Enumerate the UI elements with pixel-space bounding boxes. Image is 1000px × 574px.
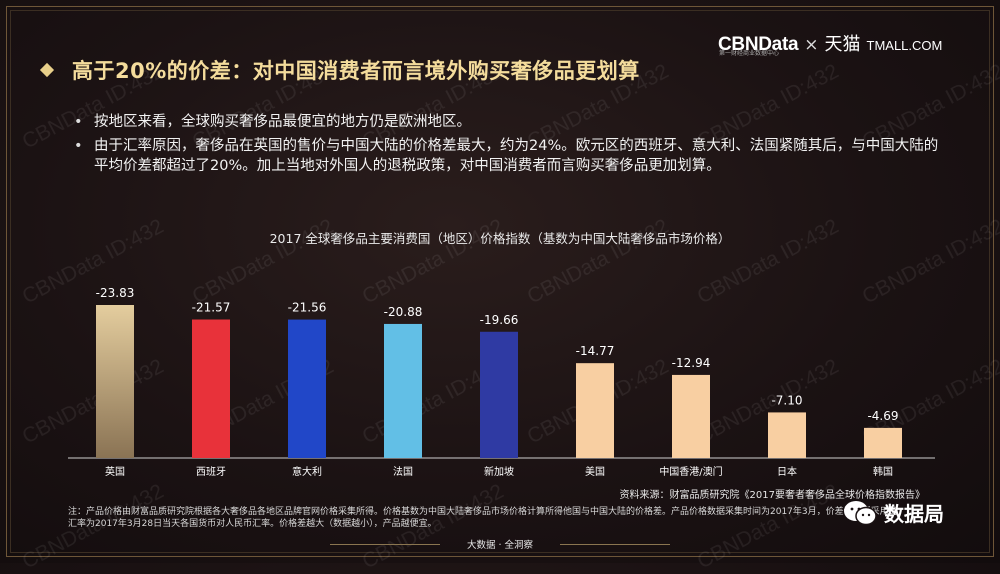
bar-新加坡 bbox=[480, 331, 518, 458]
bar-法国 bbox=[384, 323, 422, 458]
data-label: -21.57 bbox=[192, 301, 231, 315]
bar-韩国 bbox=[864, 427, 902, 458]
data-label: -12.94 bbox=[672, 356, 711, 370]
bullet-item: 按地区来看，全球购买奢侈品最便宜的地方仍是欧洲地区。 bbox=[74, 112, 944, 132]
data-label: -20.88 bbox=[384, 305, 423, 319]
data-label: -14.77 bbox=[576, 344, 615, 358]
title-row: 高于20%的价差：对中国消费者而言境外购买奢侈品更划算 bbox=[39, 55, 640, 85]
category-label: 中国香港/澳门 bbox=[659, 465, 722, 478]
footer-divider-left bbox=[330, 544, 440, 545]
footer-divider-right bbox=[560, 544, 670, 545]
data-label: -7.10 bbox=[771, 393, 802, 407]
bar-美国 bbox=[576, 363, 614, 458]
category-label: 法国 bbox=[393, 465, 413, 478]
page-title: 高于20%的价差：对中国消费者而言境外购买奢侈品更划算 bbox=[72, 59, 640, 83]
tmall-com-text: TMALL.COM bbox=[866, 38, 943, 53]
bar-日本 bbox=[768, 412, 806, 458]
footer-tagline: 大数据 · 全洞察 bbox=[466, 540, 534, 551]
category-label: 西班牙 bbox=[196, 466, 226, 478]
brand-logo: CBNData × 天猫 TMALL.COM bbox=[718, 30, 942, 56]
brand-times: × bbox=[804, 35, 819, 55]
category-label: 韩国 bbox=[873, 465, 893, 478]
category-label: 意大利 bbox=[292, 465, 322, 478]
bullet-item: 由于汇率原因，奢侈品在英国的售价与中国大陆的价格差最大，约为24%。欧元区的西班… bbox=[74, 136, 944, 176]
bar-意大利 bbox=[288, 319, 326, 458]
bar-chart: -23.83 英国 -21.57 西班牙 -21.56 意大利 -20.88 法国 -19.66… bbox=[68, 286, 935, 478]
cbndata-logo: CBNData bbox=[718, 34, 799, 55]
category-label: 英国 bbox=[105, 465, 125, 478]
source-text: 资料来源：财富品质研究院《2017要奢者奢侈品全球价格指数报告》 bbox=[619, 490, 925, 501]
diamond-icon bbox=[39, 62, 55, 78]
wechat-badge: 数据局 bbox=[842, 498, 944, 527]
data-label: -19.66 bbox=[480, 313, 519, 327]
bar-西班牙 bbox=[192, 319, 230, 458]
wechat-account-name: 数据局 bbox=[884, 502, 944, 526]
wechat-icon bbox=[844, 500, 877, 525]
data-label: -4.69 bbox=[867, 409, 898, 423]
category-label: 日本 bbox=[777, 465, 797, 478]
bullet-list: 按地区来看，全球购买奢侈品最便宜的地方仍是欧洲地区。 由于汇率原因，奢侈品在英国… bbox=[74, 112, 944, 180]
brand-subtitle: 第一财经商业数据中心 bbox=[719, 50, 780, 57]
data-label: -21.56 bbox=[288, 301, 327, 315]
tmall-logo: 天猫 bbox=[824, 34, 861, 55]
data-label: -23.83 bbox=[96, 286, 135, 300]
category-label: 新加坡 bbox=[484, 465, 514, 478]
chart-title: 2017 全球奢侈品主要消费国（地区）价格指数（基数为中国大陆奢侈品市场价格） bbox=[269, 231, 731, 246]
bar-中国香港/澳门 bbox=[672, 374, 710, 458]
bar-英国 bbox=[96, 305, 134, 458]
category-label: 美国 bbox=[585, 465, 605, 478]
footnote: 注：产品价格由财富品质研究院根据各大奢侈品各地区品牌官网价格采集所得。价格基数为… bbox=[68, 507, 898, 529]
